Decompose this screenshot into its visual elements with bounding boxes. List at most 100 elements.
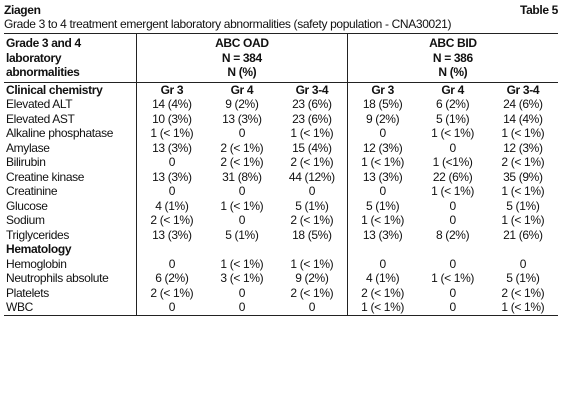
cell: 21 (6%): [503, 227, 543, 242]
cell: 5 (1%): [366, 198, 400, 213]
cell: 5 (1%): [506, 198, 540, 213]
data-row: Bilirubin 0 2 (< 1%) 2 (< 1%) 1 (< 1%) 1 (<1%…: [4, 155, 558, 170]
cell: 14 (4%): [152, 97, 192, 111]
row-label: Creatinine: [4, 184, 137, 199]
data-row: Elevated AST 10 (3%) 13 (3%) 23 (6%) 9 (2%) 5…: [4, 111, 558, 126]
cell: 1 (< 1%): [361, 213, 405, 227]
cell: [418, 242, 488, 257]
cell: 2 (< 1%): [361, 285, 405, 300]
data-row: Neutrophils absolute 6 (2%) 3 (< 1%) 9 (2%)…: [4, 271, 558, 286]
row-label: Neutrophils absolute: [4, 271, 137, 286]
cell: [137, 242, 207, 257]
cell: [488, 242, 558, 257]
cell: 2 (< 1%): [277, 285, 348, 300]
cell: 1 (< 1%): [361, 155, 405, 169]
data-row: Creatine kinase 13 (3%) 31 (8%) 44 (12%) 13 …: [4, 169, 558, 184]
corner-cell: Grade 3 and 4 laboratory abnormalities: [4, 33, 137, 83]
cell: 13 (3%): [152, 140, 192, 155]
data-row: Platelets 2 (< 1%) 0 2 (< 1%) 2 (< 1%) 0 2 (< …: [4, 285, 558, 300]
cell: [207, 242, 277, 257]
cell: 44 (12%): [277, 169, 348, 184]
cell: 1 (< 1%): [501, 126, 545, 140]
group-name: ABC BID: [429, 36, 477, 50]
data-row: Glucose 4 (1%) 1 (< 1%) 5 (1%) 5 (1%) 0 5 (1%): [4, 198, 558, 213]
cell: 0: [277, 184, 348, 199]
cell: 0: [379, 256, 386, 271]
data-row: Hemoglobin 0 1 (< 1%) 1 (< 1%) 0 0 0: [4, 256, 558, 271]
cell: 0: [449, 285, 456, 300]
cell: 1 (<1%): [432, 155, 473, 169]
cell: 0: [449, 198, 456, 213]
cell: 1 (< 1%): [501, 300, 545, 314]
cell: [277, 242, 348, 257]
cell: 1 (< 1%): [431, 271, 475, 285]
header: Ziagen Table 5: [4, 3, 558, 17]
cell: 0: [168, 300, 176, 314]
cell: 0: [238, 213, 246, 227]
row-label: Hematology: [4, 242, 137, 257]
cell: 0: [449, 140, 456, 155]
header-row: Grade 3 and 4 laboratory abnormalities AB…: [4, 33, 558, 83]
cell: 5 (1%): [225, 227, 259, 242]
row-label: Clinical chemistry: [4, 82, 137, 97]
row-label: Triglycerides: [4, 227, 137, 242]
data-row: Creatinine 0 0 0 0 1 (< 1%) 1 (< 1%): [4, 184, 558, 199]
cell: 1 (< 1%): [220, 198, 264, 213]
cell: 2 (< 1%): [150, 213, 194, 227]
cell: 3 (< 1%): [220, 271, 264, 285]
group-n: N = 384: [221, 50, 262, 65]
cell: 18 (5%): [362, 97, 403, 111]
row-label: Alkaline phosphatase: [4, 126, 137, 141]
group-unit: N (%): [438, 65, 468, 79]
row-label: Sodium: [4, 213, 137, 228]
cell: 1 (< 1%): [150, 126, 194, 140]
table-number: Table 5: [519, 3, 558, 17]
cell: 9 (2%): [366, 111, 400, 126]
row-label: Platelets: [4, 285, 137, 300]
cell: 0: [238, 285, 246, 300]
cell: 0: [449, 256, 456, 271]
cell: 0: [238, 184, 246, 198]
table: Grade 3 and 4 laboratory abnormalities AB…: [4, 33, 558, 316]
cell: Gr 3-4: [506, 82, 540, 97]
cell: 1 (< 1%): [431, 126, 475, 140]
cell: Gr 3: [371, 82, 394, 97]
group-unit: N (%): [227, 65, 257, 79]
cell: 0: [168, 155, 176, 169]
group-name: ABC OAD: [215, 36, 269, 50]
cell: 5 (1%): [506, 271, 540, 285]
cell: 5 (1%): [436, 111, 470, 126]
cell: 12 (3%): [503, 140, 543, 155]
cell: 4 (1%): [366, 271, 400, 285]
cell: 9 (2%): [277, 271, 348, 286]
cell: 1 (< 1%): [501, 184, 545, 198]
cell: 0: [449, 213, 456, 227]
cell: 13 (3%): [152, 169, 192, 184]
cell: 13 (3%): [152, 227, 192, 242]
cell: 0: [449, 300, 456, 314]
group-header: ABC BID N = 386 N (%): [347, 33, 558, 83]
data-row: Sodium 2 (< 1%) 0 2 (< 1%) 1 (< 1%) 0 1 (< 1%): [4, 213, 558, 228]
data-row: Triglycerides 13 (3%) 5 (1%) 18 (5%) 13 (3%)…: [4, 227, 558, 242]
cell: 12 (3%): [362, 140, 403, 155]
cell: 10 (3%): [152, 111, 192, 126]
cell: 9 (2%): [225, 97, 259, 111]
cell: 0: [519, 256, 527, 271]
cell: 2 (< 1%): [501, 155, 545, 169]
cell: 23 (6%): [277, 111, 348, 126]
data-row: Amylase 13 (3%) 2 (< 1%) 15 (4%) 12 (3%) 0 12 …: [4, 140, 558, 155]
cell: 2 (< 1%): [277, 213, 348, 228]
cell: 2 (< 1%): [220, 155, 264, 169]
row-label: Hemoglobin: [4, 256, 137, 271]
cell: Gr 3: [160, 82, 184, 97]
cell: 6 (2%): [155, 271, 189, 285]
row-label: Bilirubin: [4, 155, 137, 170]
cell: 0: [168, 256, 176, 271]
title: Ziagen: [4, 3, 41, 17]
cell: 15 (4%): [277, 140, 348, 155]
data-row: Alkaline phosphatase 1 (< 1%) 0 1 (< 1%) 0 1 …: [4, 126, 558, 141]
cell: 14 (4%): [503, 111, 543, 126]
subtitle: Grade 3 to 4 treatment emergent laborato…: [4, 17, 452, 31]
cell: 5 (1%): [277, 198, 348, 213]
